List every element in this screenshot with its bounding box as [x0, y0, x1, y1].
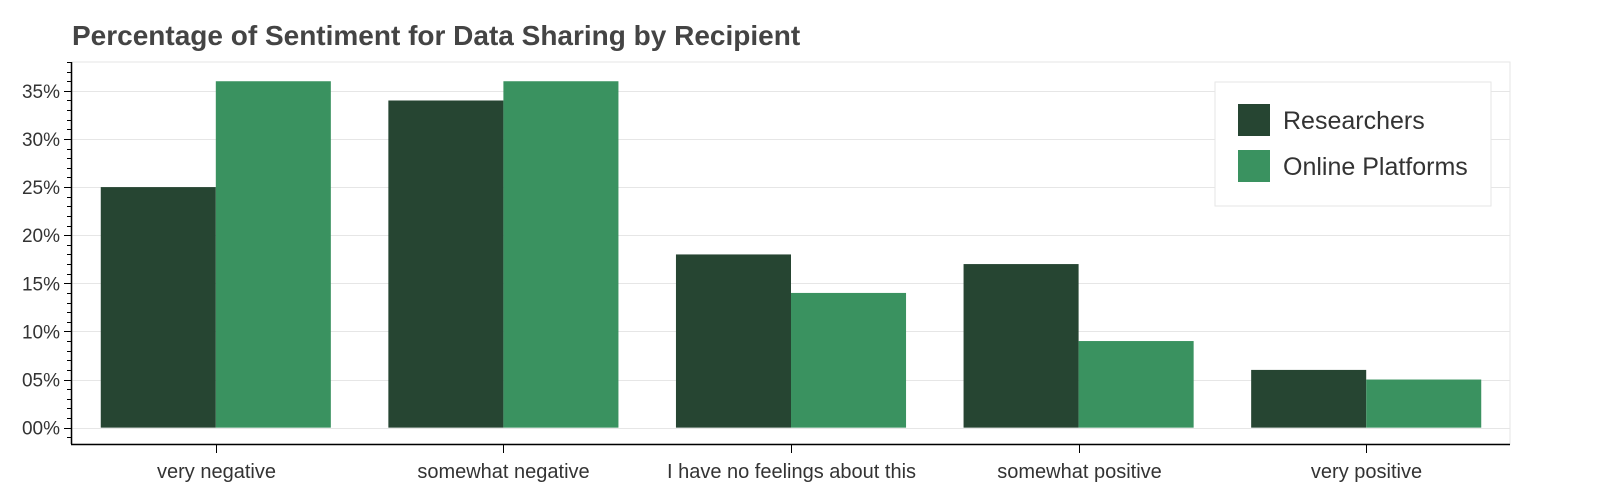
y-tick-label: 00% [22, 419, 60, 440]
y-tick-label: 15% [22, 274, 60, 295]
bar [1251, 369, 1367, 428]
y-tick-label: 35% [22, 82, 60, 103]
bar [503, 81, 619, 428]
bars [100, 81, 1482, 428]
legend-label: Online Platforms [1283, 153, 1468, 181]
x-tick-label: somewhat positive [997, 461, 1162, 483]
y-tick-label: 30% [22, 130, 60, 151]
y-tick-label: 05% [22, 371, 60, 392]
legend-swatch [1238, 150, 1270, 182]
y-tick-label: 10% [22, 322, 60, 343]
legend-swatch [1238, 104, 1270, 136]
legend-box [1214, 81, 1492, 207]
x-tick-label: very negative [157, 461, 276, 483]
bar [675, 254, 791, 428]
chart-title: Percentage of Sentiment for Data Sharing… [72, 20, 800, 51]
x-tick-label: somewhat negative [417, 461, 589, 483]
bar [1366, 379, 1482, 428]
bar [388, 100, 504, 428]
y-tick-label: 20% [22, 226, 60, 247]
bar [100, 187, 216, 428]
bar [791, 292, 907, 428]
axes: 00% 05% 10% 15% 20% 25% 30% 35% very negative som… [22, 62, 1510, 483]
bar [215, 81, 331, 428]
legend: Researchers Online Platforms [1214, 81, 1492, 207]
legend-label: Researchers [1283, 107, 1425, 135]
bar [1078, 341, 1194, 428]
y-tick-label: 25% [22, 178, 60, 199]
x-tick-label: I have no feelings about this [667, 461, 916, 483]
x-tick-label: very positive [1311, 461, 1422, 483]
bar [963, 264, 1079, 428]
